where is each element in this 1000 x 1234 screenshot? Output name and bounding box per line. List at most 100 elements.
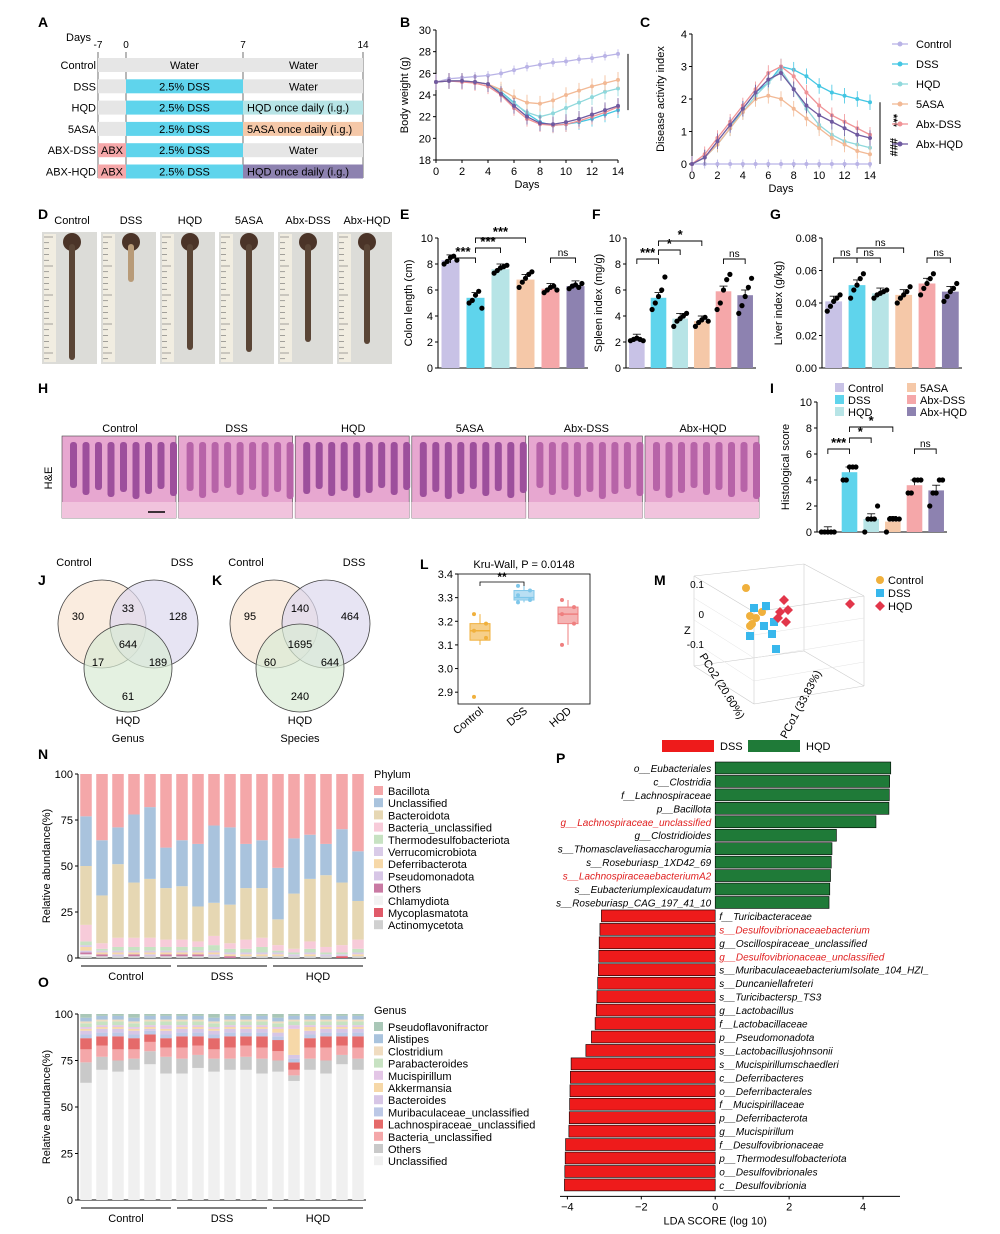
legend-swatch [374, 908, 383, 917]
legend-swatch [374, 1131, 383, 1141]
colon-tissue [246, 244, 252, 352]
data-point [950, 285, 957, 291]
data-point [472, 612, 476, 617]
pcoa-marker-hqd [783, 605, 793, 615]
data-point [742, 293, 748, 300]
stack-segment [240, 1032, 252, 1037]
stack-segment [176, 956, 188, 958]
stack-segment [160, 939, 172, 947]
data-point [472, 694, 476, 699]
y-tick-label: 8 [615, 259, 621, 271]
data-point [740, 162, 745, 166]
stack-segment [336, 956, 348, 958]
sig-label: *** [493, 224, 509, 239]
legend-label: 5ASA [916, 99, 945, 111]
box-control [469, 623, 491, 641]
stack-segment [192, 946, 204, 951]
stack-segment [288, 893, 300, 949]
stack-segment [176, 1073, 188, 1200]
lda-bar [714, 842, 833, 855]
stack-segment [240, 888, 252, 940]
lda-bar [570, 1057, 716, 1071]
y-tick-label: 75 [61, 1056, 73, 1068]
ruler [44, 234, 56, 362]
x-tick-label: 2 [459, 166, 465, 178]
panel-g-liver-index-chart: 0.00 0.02 0.04 0.06 0.08 Liver index (g/kg) ns… [773, 233, 962, 375]
data-point [745, 284, 751, 290]
data-point [564, 93, 568, 97]
x-tick-label: 6 [765, 170, 771, 182]
legend-label: Bacillota [388, 786, 430, 798]
pre-period-label: ABX [101, 167, 124, 179]
data-point [525, 64, 529, 69]
y-tick-label: 30 [419, 25, 431, 37]
data-point [851, 287, 857, 293]
sig-label: ns [558, 248, 569, 259]
data-point [930, 271, 936, 277]
stack-segment [336, 952, 348, 955]
stack-segment [320, 1073, 332, 1200]
stack-segment [336, 774, 348, 830]
stack-segment [224, 774, 236, 828]
stack-segment [288, 954, 300, 957]
sig-bracket [723, 258, 746, 264]
stack-segment [352, 1058, 364, 1070]
stack-segment [336, 829, 348, 883]
crypt [444, 442, 452, 499]
panel-letter-o: O [38, 974, 49, 990]
lda-bar [585, 1044, 716, 1057]
group-label: DSS [211, 971, 234, 983]
stack-segment [96, 774, 108, 841]
cecum [240, 233, 258, 251]
pcoa-grid-edge [803, 650, 865, 687]
stack-segment [240, 1015, 252, 1020]
x-axis-label: Days [514, 179, 540, 191]
legend-swatch [374, 871, 383, 881]
x-tick-label: −2 [635, 1201, 648, 1213]
pcoa-marker-hqd [845, 599, 855, 609]
data-point [579, 280, 585, 287]
row-label: ABX-DSS [48, 145, 96, 157]
post-period-bar [243, 100, 363, 115]
stack-segment [176, 939, 188, 947]
submucosa [178, 502, 293, 518]
panel-letter-c: C [640, 14, 651, 30]
stack-segment [208, 952, 220, 955]
stack-segment [272, 1017, 284, 1022]
data-point [671, 323, 677, 329]
stack-segment [256, 1047, 268, 1059]
data-point [486, 73, 490, 78]
colon-label: Control [54, 215, 89, 227]
stack-segment [256, 1027, 268, 1029]
stack-segment [192, 1014, 204, 1016]
sig-label-bottom: ### [887, 138, 899, 156]
legend-label: Pseudoflavonifractor [388, 1022, 489, 1034]
stack-segment [128, 1014, 140, 1018]
stack-segment [144, 1041, 156, 1052]
stack-segment [288, 1021, 300, 1026]
stack-segment [288, 1069, 300, 1076]
lda-bar [714, 815, 877, 829]
legend-label: Verrucomicrobiota [388, 847, 478, 859]
stack-segment [144, 878, 156, 938]
stack-segment [96, 1056, 108, 1070]
stack-segment [320, 1025, 332, 1028]
stack-segment [96, 956, 108, 958]
legend-swatch [374, 1144, 383, 1153]
data-point [884, 287, 890, 293]
stack-segment [320, 1047, 332, 1061]
sig-label: * [667, 236, 673, 251]
ruler [221, 234, 233, 362]
stack-segment [304, 1038, 316, 1048]
pcoa-marker-dss [768, 630, 776, 638]
stack-segment [160, 1073, 172, 1200]
legend-swatch [374, 1083, 383, 1092]
colon-label: 5ASA [235, 215, 264, 227]
stack-segment [224, 1032, 236, 1037]
stack-segment [208, 1071, 220, 1200]
data-point [857, 276, 863, 282]
stack-segment [208, 825, 220, 903]
y-tick-label: 2 [681, 94, 687, 106]
data-point [486, 82, 490, 87]
